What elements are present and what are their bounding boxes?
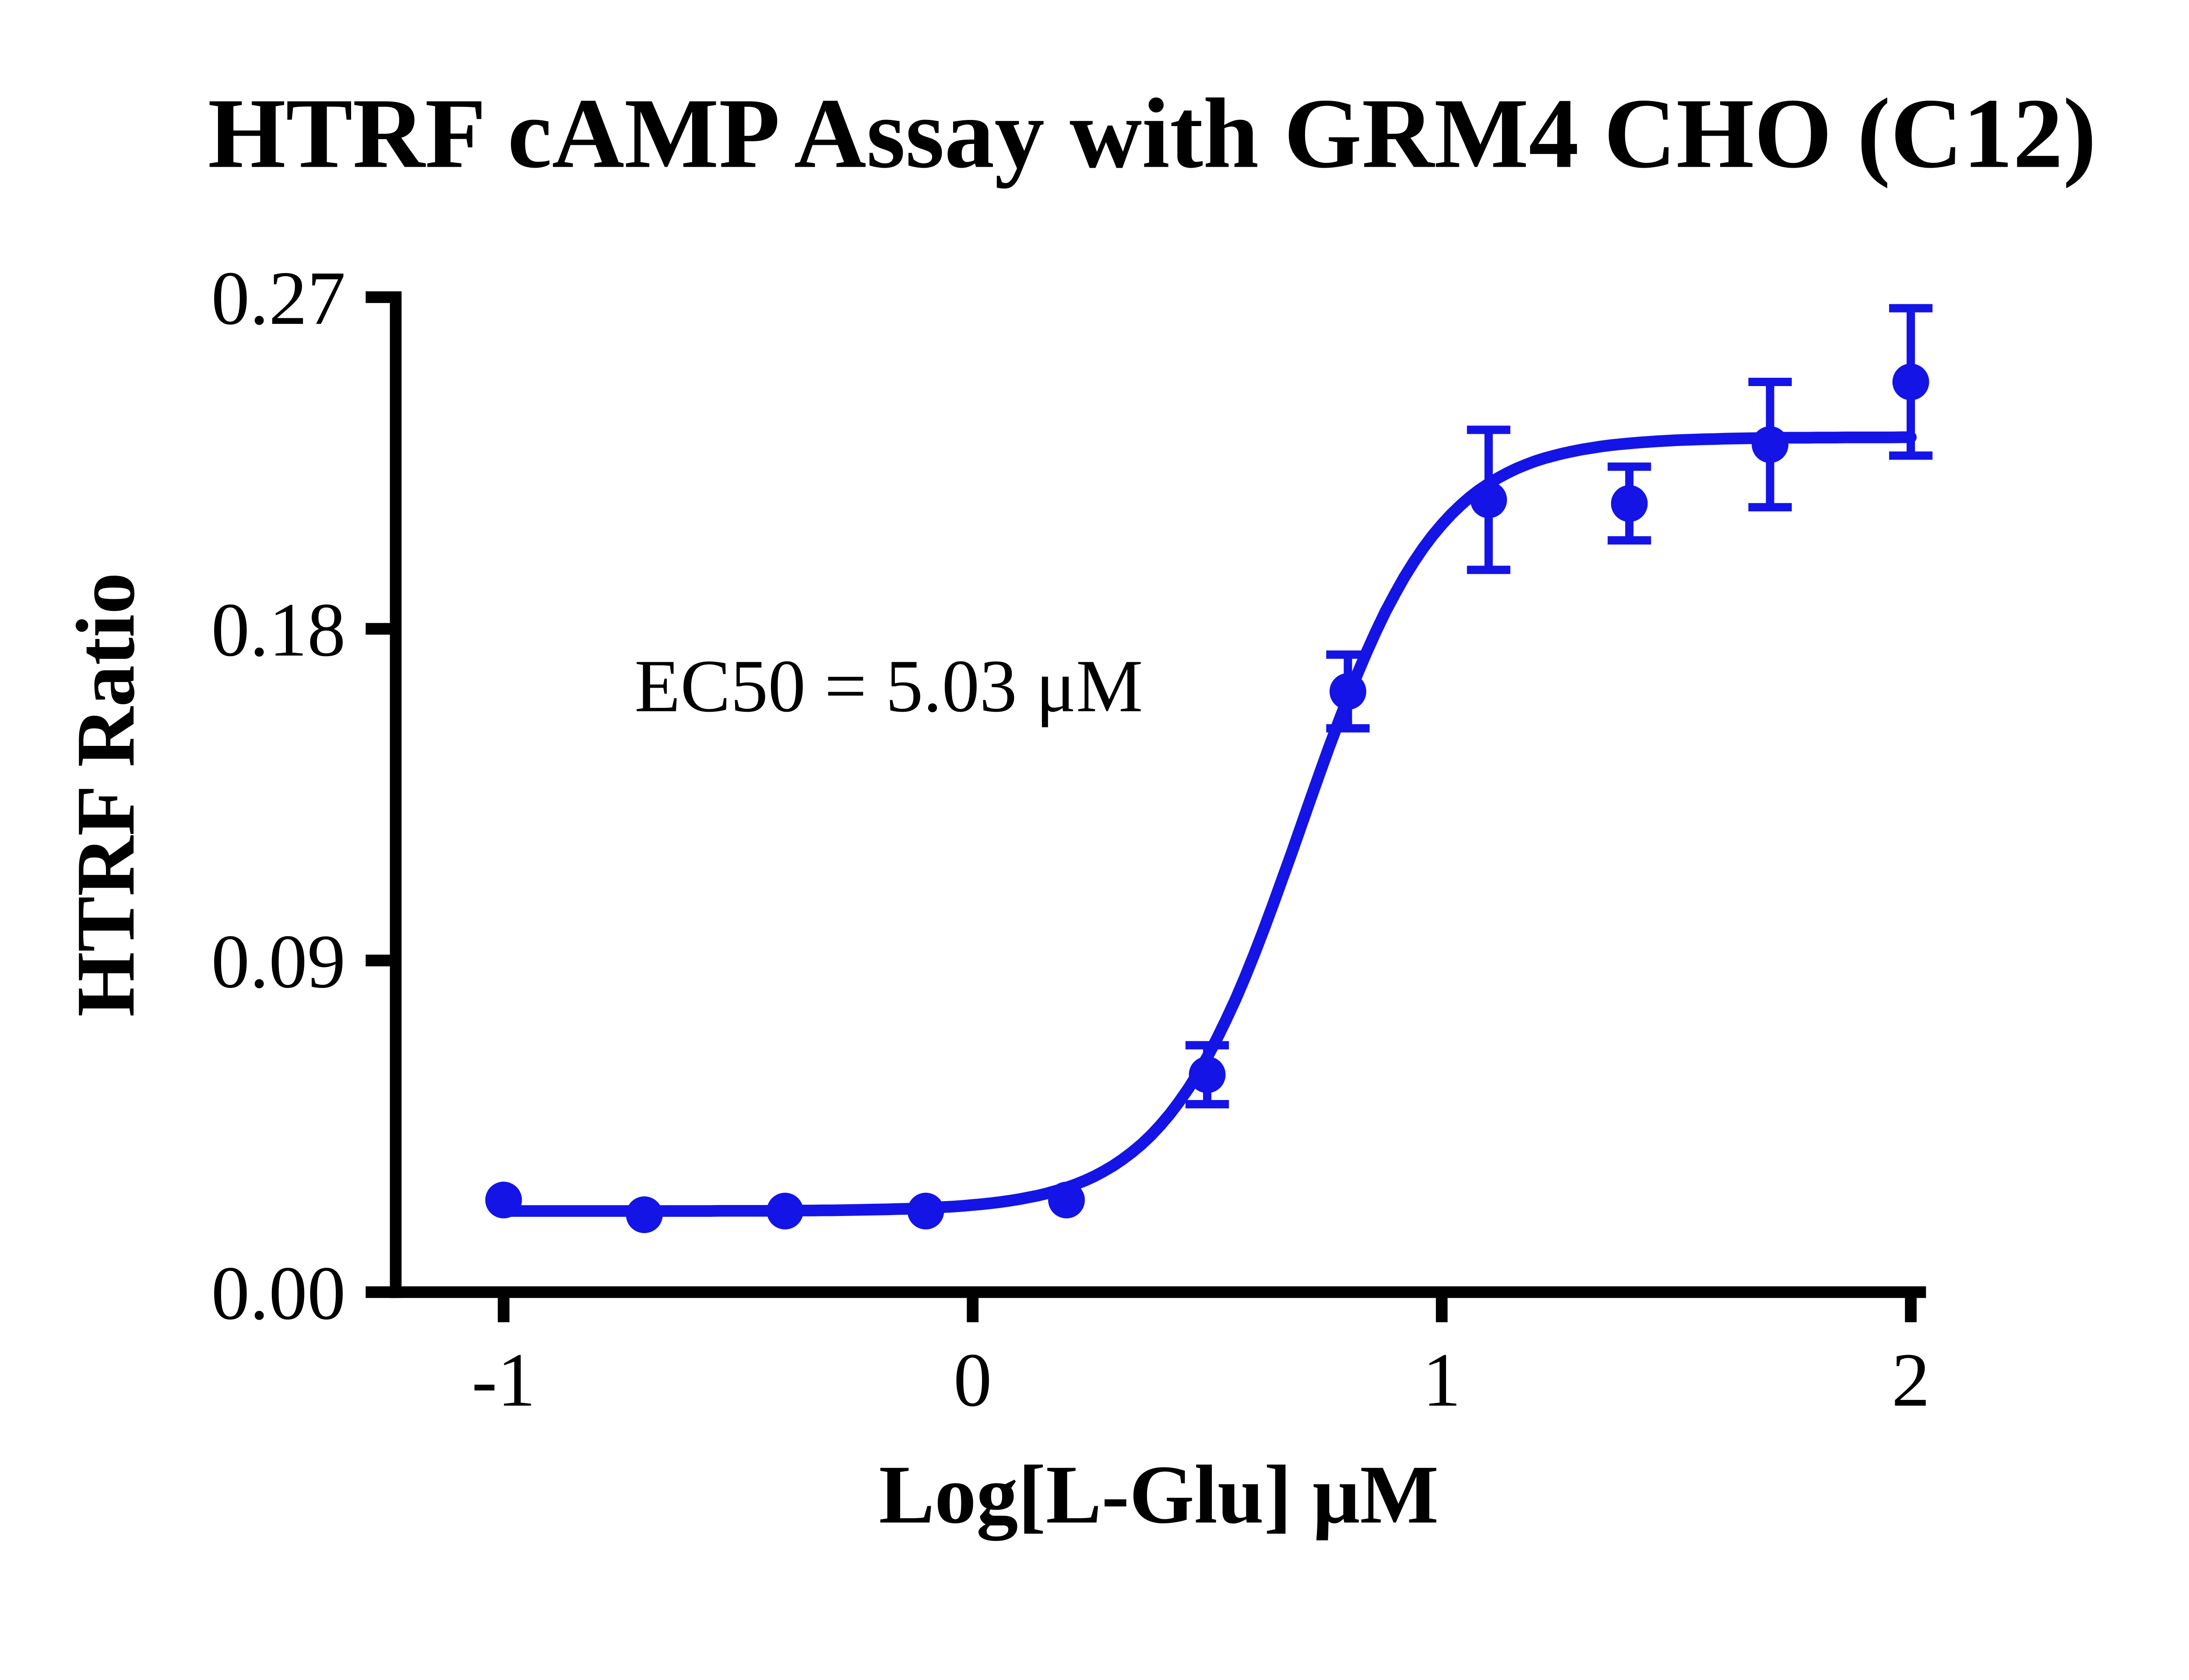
ec50-annotation: EC50 = 5.03 μM bbox=[634, 645, 1143, 728]
plot-area bbox=[485, 304, 1933, 1234]
data-point bbox=[1329, 673, 1366, 710]
data-point bbox=[485, 1181, 522, 1219]
data-point bbox=[626, 1196, 663, 1234]
chart-title: HTRF cAMP Assay with GRM4 CHO (C12) bbox=[208, 78, 2097, 189]
data-point bbox=[1752, 426, 1789, 463]
y-tick-label: 0.00 bbox=[211, 1251, 345, 1336]
x-axis-label: Log[L-Glu] μM bbox=[879, 1448, 1439, 1541]
x-tick-label: 1 bbox=[1422, 1337, 1461, 1422]
data-point bbox=[1048, 1181, 1085, 1219]
data-point bbox=[1189, 1056, 1226, 1093]
axes: -1 0 1 2 0.00 0.09 0.18 0.27 bbox=[211, 256, 1930, 1422]
y-axis-label: HTRF Ratio bbox=[60, 573, 152, 1017]
x-tick-label: -1 bbox=[472, 1337, 535, 1422]
data-point bbox=[1611, 485, 1648, 522]
x-tick-label: 0 bbox=[954, 1337, 992, 1422]
data-point bbox=[767, 1192, 804, 1230]
y-tick-label: 0.18 bbox=[211, 587, 345, 672]
data-point bbox=[1892, 363, 1929, 401]
data-point bbox=[1470, 481, 1507, 518]
x-tick-label: 2 bbox=[1892, 1337, 1930, 1422]
y-tick-label: 0.27 bbox=[211, 256, 345, 341]
chart-page: HTRF cAMP Assay with GRM4 CHO (C12) HTRF… bbox=[60, 78, 2097, 1541]
data-point bbox=[907, 1192, 944, 1230]
y-tick-label: 0.09 bbox=[211, 919, 345, 1004]
dose-response-chart: HTRF cAMP Assay with GRM4 CHO (C12) HTRF… bbox=[60, 78, 2097, 1541]
